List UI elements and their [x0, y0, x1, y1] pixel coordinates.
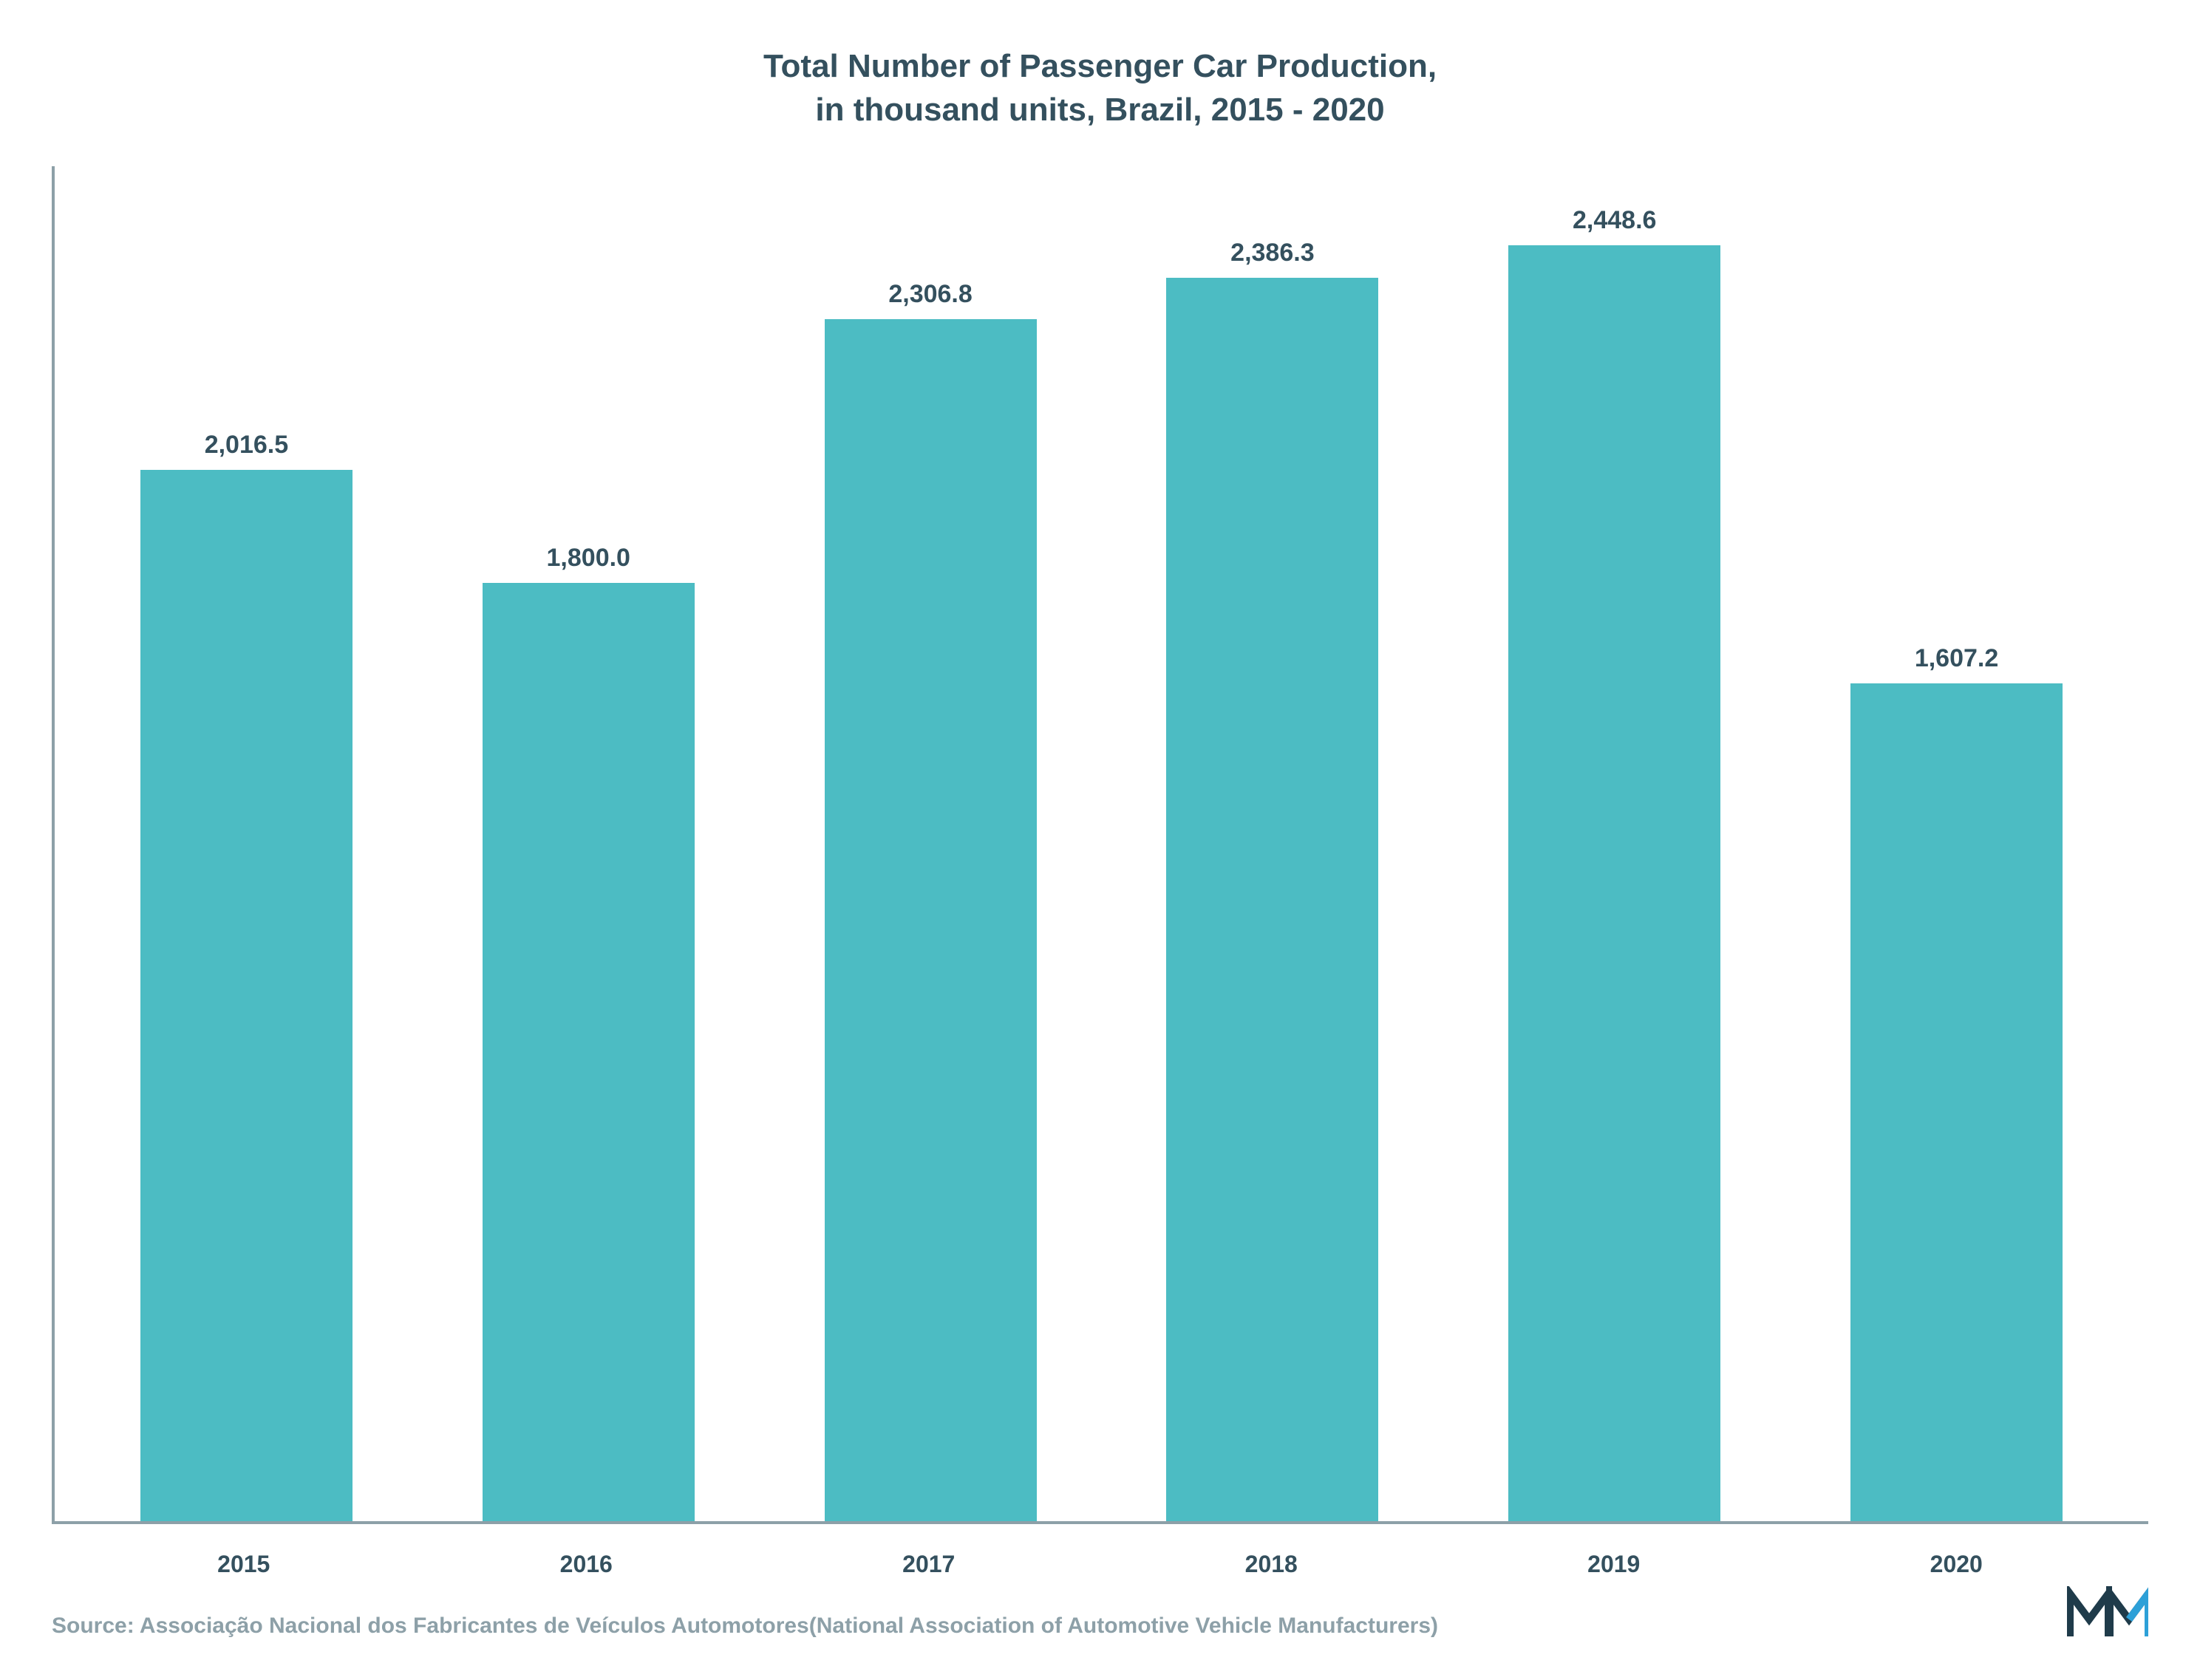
bar-slot: 2,306.8	[760, 166, 1102, 1521]
chart-title: Total Number of Passenger Car Production…	[52, 44, 2148, 132]
chart-title-line-1: Total Number of Passenger Car Production…	[52, 44, 2148, 88]
bar-value-label: 1,800.0	[547, 544, 630, 573]
chart-area: 2,016.5 1,800.0 2,306.8 2,386.3 2,448.6 1,607…	[52, 166, 2148, 1578]
x-axis-tick: 2018	[1100, 1551, 1443, 1578]
bar-slot: 1,607.2	[1785, 166, 2128, 1521]
x-axis-tick: 2019	[1443, 1551, 1785, 1578]
bar-slot: 1,800.0	[418, 166, 760, 1521]
chart-title-line-2: in thousand units, Brazil, 2015 - 2020	[52, 88, 2148, 132]
mordor-logo-icon	[2067, 1586, 2148, 1643]
x-axis-tick: 2020	[1785, 1551, 2128, 1578]
bar	[483, 583, 695, 1520]
footer: Source: Associação Nacional dos Fabrican…	[52, 1578, 2148, 1644]
bar-value-label: 2,306.8	[888, 280, 972, 309]
bar-slot: 2,016.5	[75, 166, 418, 1521]
x-axis-tick: 2015	[72, 1551, 415, 1578]
bar	[140, 470, 353, 1520]
x-axis-tick: 2016	[415, 1551, 758, 1578]
bar	[1166, 278, 1378, 1521]
bar	[1508, 245, 1720, 1521]
bar-value-label: 2,386.3	[1230, 239, 1314, 267]
bar-value-label: 2,016.5	[205, 431, 288, 460]
x-axis: 201520162017201820192020	[52, 1551, 2148, 1578]
bar-value-label: 1,607.2	[1915, 644, 1998, 673]
bar	[1850, 683, 2063, 1521]
bar-slot: 2,448.6	[1443, 166, 1785, 1521]
x-axis-tick: 2017	[757, 1551, 1100, 1578]
bar	[825, 319, 1037, 1521]
source-text: Source: Associação Nacional dos Fabrican…	[52, 1609, 1897, 1644]
bar-slot: 2,386.3	[1101, 166, 1443, 1521]
bar-value-label: 2,448.6	[1573, 206, 1656, 235]
chart-plot: 2,016.5 1,800.0 2,306.8 2,386.3 2,448.6 1,607…	[52, 166, 2148, 1524]
